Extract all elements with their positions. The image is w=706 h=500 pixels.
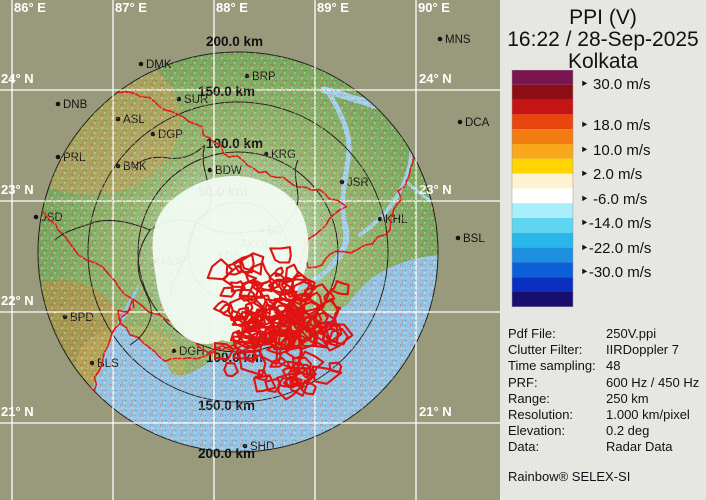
svg-text:90° E: 90° E — [418, 0, 450, 15]
svg-text:24° N: 24° N — [1, 71, 34, 86]
svg-text:‣-14.0 m/s: ‣-14.0 m/s — [580, 215, 651, 232]
svg-text:24° N: 24° N — [419, 71, 452, 86]
svg-text:21° N: 21° N — [419, 404, 452, 419]
svg-text:BSL: BSL — [463, 233, 485, 245]
svg-text:‣ 2.0 m/s: ‣ 2.0 m/s — [580, 166, 642, 183]
svg-text:‣ 30.0 m/s: ‣ 30.0 m/s — [580, 76, 651, 93]
svg-text:‣ -6.0 m/s: ‣ -6.0 m/s — [580, 191, 647, 208]
svg-text:200.0 km: 200.0 km — [206, 34, 263, 49]
svg-text:DCA: DCA — [465, 117, 490, 129]
svg-text:89° E: 89° E — [317, 0, 349, 15]
svg-text:86° E: 86° E — [14, 0, 46, 15]
svg-text:87° E: 87° E — [115, 0, 147, 15]
svg-text:‣ 10.0 m/s: ‣ 10.0 m/s — [580, 142, 651, 159]
svg-text:88° E: 88° E — [216, 0, 248, 15]
svg-text:‣-30.0 m/s: ‣-30.0 m/s — [580, 264, 651, 281]
svg-text:MNS: MNS — [445, 34, 471, 46]
svg-text:‣-22.0 m/s: ‣-22.0 m/s — [580, 240, 651, 257]
svg-text:‣ 18.0 m/s: ‣ 18.0 m/s — [580, 117, 651, 134]
svg-text:23° N: 23° N — [1, 182, 34, 197]
svg-text:22° N: 22° N — [1, 293, 34, 308]
svg-text:21° N: 21° N — [1, 404, 34, 419]
svg-text:DNB: DNB — [63, 99, 88, 111]
